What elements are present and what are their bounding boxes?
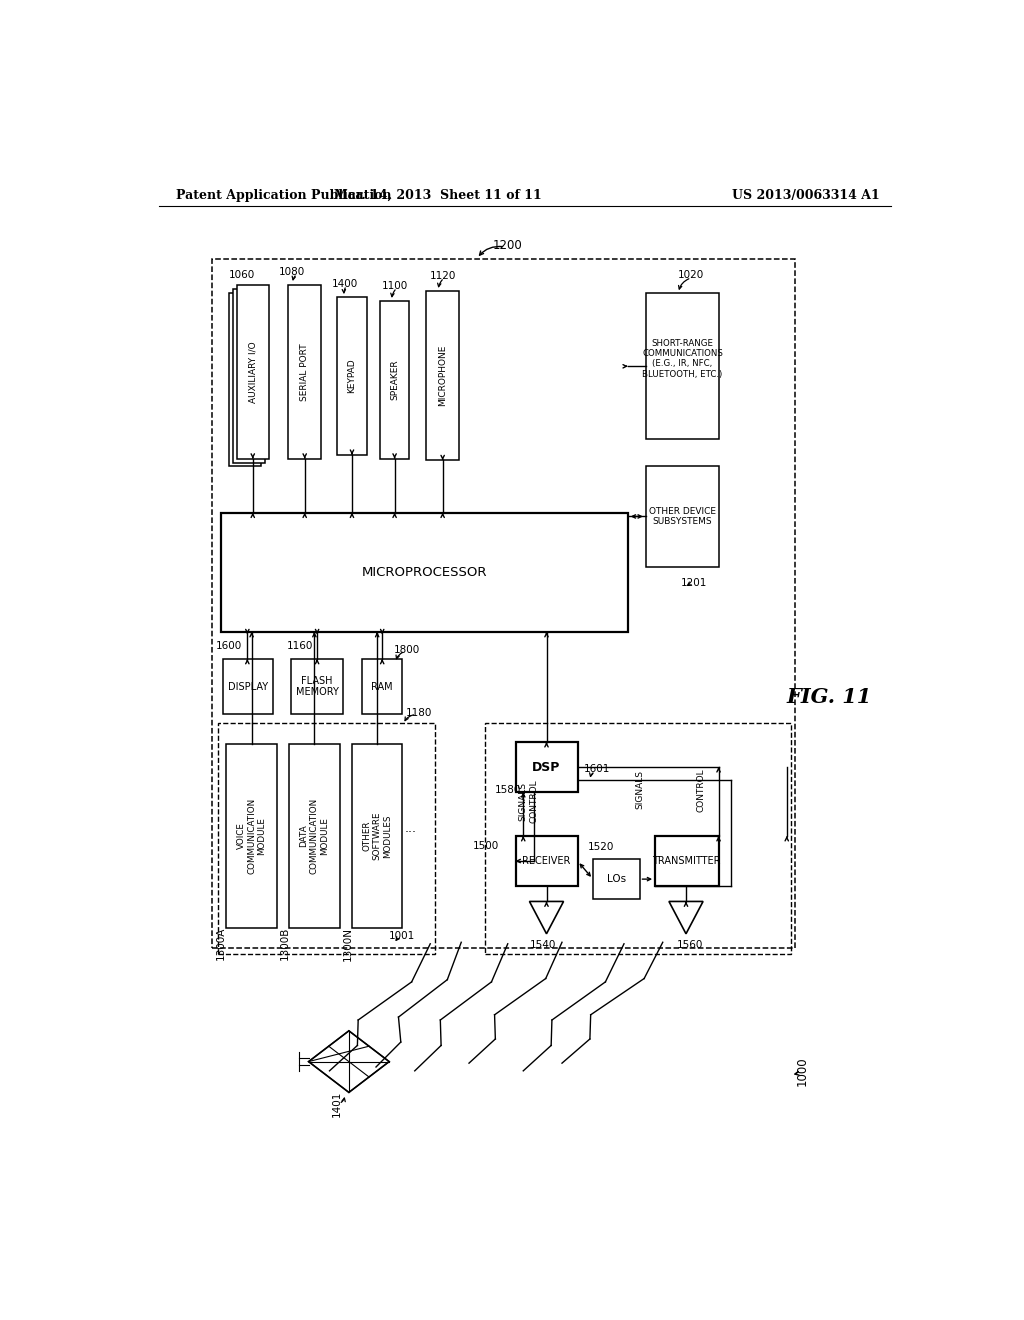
Text: SIGNALS: SIGNALS	[519, 781, 527, 821]
Text: LOs: LOs	[606, 874, 626, 884]
Text: AUXILIARY I/O: AUXILIARY I/O	[248, 342, 257, 403]
Text: ...: ...	[404, 822, 417, 834]
Text: SHORT-RANGE
COMMUNICATIONS
(E.G., IR, NFC,
BLUETOOTH, ETC.): SHORT-RANGE COMMUNICATIONS (E.G., IR, NF…	[642, 338, 723, 379]
Text: 1500: 1500	[473, 841, 499, 851]
Text: RECEIVER: RECEIVER	[522, 857, 570, 866]
Text: MICROPROCESSOR: MICROPROCESSOR	[361, 566, 487, 578]
Text: MICROPHONE: MICROPHONE	[438, 345, 447, 407]
Bar	[352, 743, 402, 928]
Text: 1201: 1201	[681, 578, 707, 589]
Bar	[228, 293, 261, 466]
Text: FIG. 11: FIG. 11	[786, 688, 872, 708]
Text: 1600: 1600	[216, 640, 242, 651]
Bar	[221, 512, 628, 632]
Bar	[646, 293, 719, 440]
Text: 1100: 1100	[382, 281, 409, 292]
Bar	[212, 259, 795, 948]
Text: VOICE
COMMUNICATION
MODULE: VOICE COMMUNICATION MODULE	[237, 797, 266, 874]
Text: DISPLAY: DISPLAY	[227, 681, 268, 692]
Text: 1300N: 1300N	[343, 927, 353, 961]
Text: 1540: 1540	[529, 940, 556, 949]
Bar	[380, 301, 410, 459]
Text: KEYPAD: KEYPAD	[347, 359, 356, 393]
Text: 1080: 1080	[280, 268, 305, 277]
Text: Patent Application Publication: Patent Application Publication	[176, 189, 391, 202]
Text: 1020: 1020	[678, 271, 705, 280]
Bar	[226, 743, 276, 928]
Bar	[362, 659, 402, 714]
Text: 1000: 1000	[796, 1056, 809, 1085]
Text: 1160: 1160	[287, 640, 313, 651]
Text: 1001: 1001	[389, 931, 416, 941]
Bar	[337, 297, 367, 455]
Bar	[426, 290, 459, 461]
Text: 1400: 1400	[332, 279, 358, 289]
Text: 1580: 1580	[495, 785, 521, 795]
Text: CONTROL: CONTROL	[697, 768, 706, 812]
Text: Mar. 14, 2013  Sheet 11 of 11: Mar. 14, 2013 Sheet 11 of 11	[334, 189, 542, 202]
Text: 1401: 1401	[332, 1090, 342, 1117]
Bar	[222, 659, 273, 714]
Bar	[218, 723, 435, 954]
Text: 1060: 1060	[228, 271, 255, 280]
Bar	[515, 742, 578, 792]
Text: SPEAKER: SPEAKER	[390, 359, 399, 400]
Text: 1300A: 1300A	[216, 927, 226, 961]
Bar	[232, 289, 265, 462]
Bar	[484, 723, 791, 954]
Text: 1560: 1560	[677, 940, 703, 949]
Text: 1800: 1800	[394, 644, 420, 655]
Text: RAM: RAM	[372, 681, 393, 692]
Text: FLASH
MEMORY: FLASH MEMORY	[296, 676, 339, 697]
Text: SIGNALS: SIGNALS	[635, 771, 644, 809]
Text: US 2013/0063314 A1: US 2013/0063314 A1	[732, 189, 881, 202]
Text: 1300B: 1300B	[280, 927, 290, 961]
Text: 1601: 1601	[584, 764, 610, 774]
Text: OTHER
SOFTWARE
MODULES: OTHER SOFTWARE MODULES	[362, 812, 392, 861]
Text: CONTROL: CONTROL	[529, 780, 539, 824]
Bar	[646, 466, 719, 566]
Bar	[515, 836, 578, 886]
Text: 1180: 1180	[406, 708, 432, 718]
Text: TRANSMITTER: TRANSMITTER	[652, 857, 721, 866]
Text: OTHER DEVICE
SUBSYSTEMS: OTHER DEVICE SUBSYSTEMS	[649, 507, 716, 527]
Text: 1200: 1200	[493, 239, 522, 252]
Text: 1120: 1120	[429, 271, 456, 281]
Bar	[289, 285, 321, 459]
Text: SERIAL PORT: SERIAL PORT	[300, 343, 309, 401]
Bar	[291, 659, 343, 714]
Text: DSP: DSP	[532, 760, 561, 774]
Text: 1520: 1520	[588, 842, 614, 851]
Bar	[593, 859, 640, 899]
Bar	[655, 836, 719, 886]
Text: DATA
COMMUNICATION
MODULE: DATA COMMUNICATION MODULE	[299, 797, 330, 874]
Bar	[237, 285, 269, 459]
Bar	[289, 743, 340, 928]
